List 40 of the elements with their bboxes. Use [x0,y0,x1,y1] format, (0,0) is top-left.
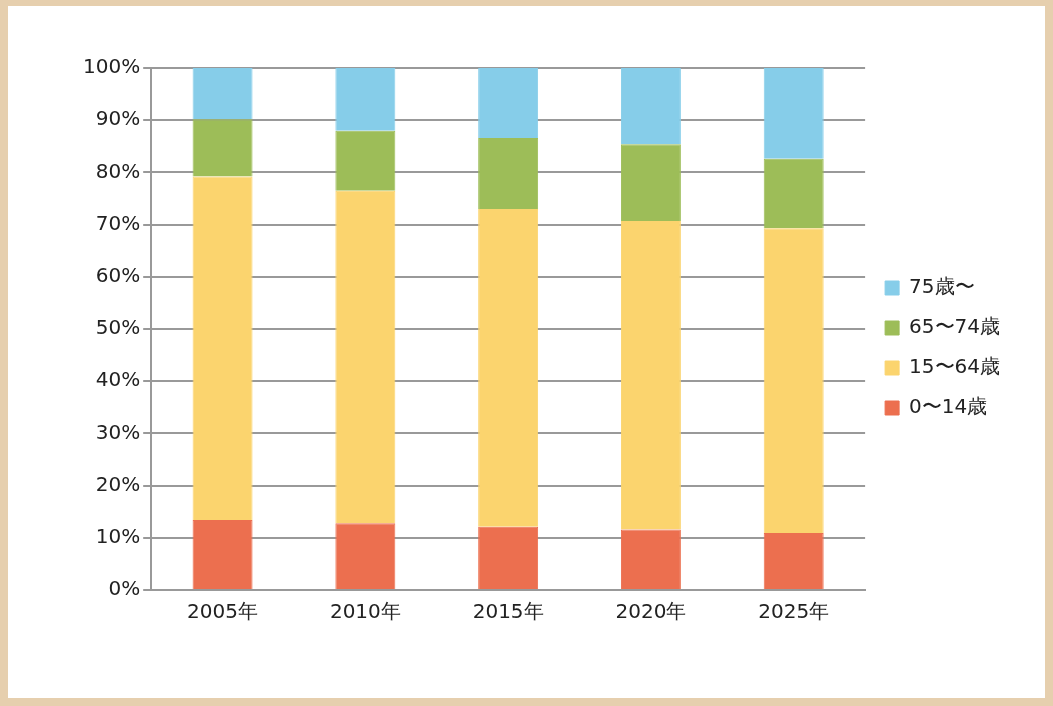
bar [620,529,681,589]
bar [335,68,396,131]
x-tick-label: 2010年 [329,599,401,624]
y-tick-label: 20% [95,471,141,496]
y-tick-label: 60% [95,263,141,287]
y-tick-label: 100% [82,54,141,79]
x-tick-label: 2005年 [187,599,259,624]
bar [620,220,681,530]
legend-label: 0〜14歳 [909,394,988,419]
bar [620,68,681,145]
x-tick-label: 2015年 [472,599,544,624]
bar [478,208,539,527]
bar [478,68,539,138]
legend-label: 15〜64歳 [909,354,1001,379]
bar [620,144,681,221]
y-tick-label: 50% [95,315,141,340]
bar [763,158,824,229]
y-tick-label: 30% [95,419,141,444]
bar [478,137,539,209]
bar [763,68,824,159]
bar [335,523,396,589]
y-tick-label: 70% [95,210,141,235]
x-tick-label: 2025年 [758,599,830,624]
x-tick-label: 2020年 [615,599,687,624]
y-tick-label: 80% [95,158,141,183]
bar [192,520,253,589]
y-tick-label: 0% [108,576,141,601]
bar [192,119,253,177]
bar [763,228,824,534]
legend-label: 75歳〜 [909,274,975,299]
bar [335,190,396,524]
y-tick-label: 10% [95,524,141,548]
bar [478,526,539,589]
bar [192,176,253,521]
bar [192,68,253,120]
bar [763,533,824,589]
legend-label: 65〜74歳 [909,314,1001,339]
y-tick-label: 90% [95,106,141,131]
y-tick-label: 40% [95,367,141,392]
bar [335,130,396,191]
